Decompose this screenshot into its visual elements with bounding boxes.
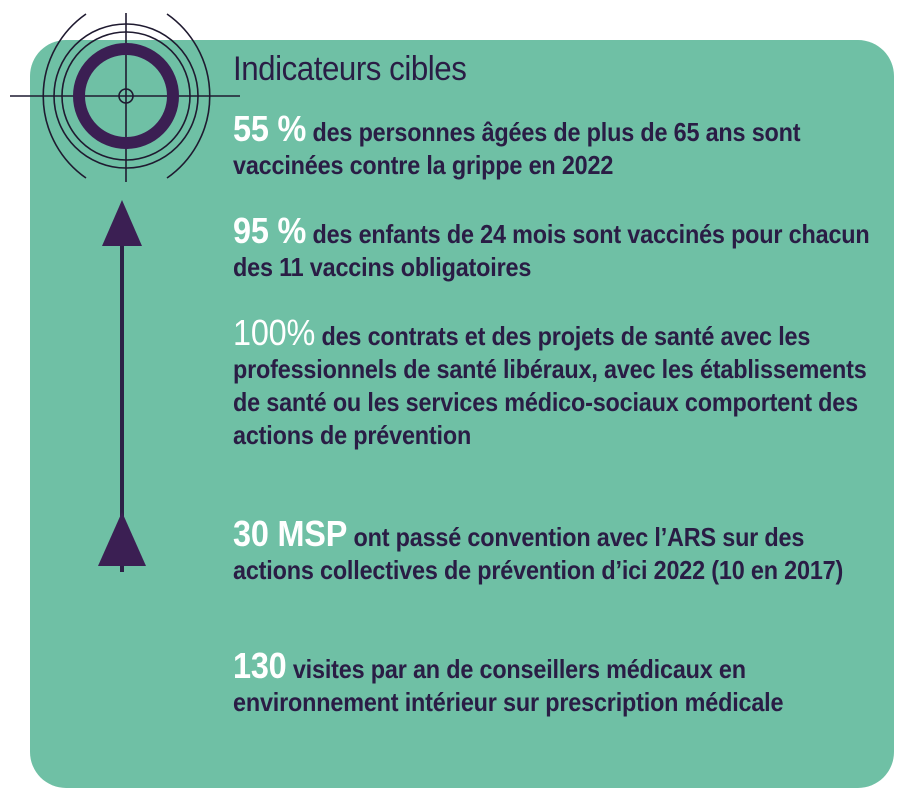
- indicator-text: des enfants de 24 mois sont vaccinés pou…: [233, 219, 870, 282]
- indicator-value: 130: [233, 645, 287, 686]
- indicator-text: des contrats et des projets de santé ave…: [233, 321, 867, 450]
- indicator-text: ont passé convention avec l’ARS sur des …: [233, 522, 844, 585]
- page-title: Indicateurs cibles: [233, 50, 467, 88]
- indicators-panel: [30, 40, 894, 788]
- indicator-value: 95 %: [233, 210, 307, 251]
- indicator-value: 30 MSP: [233, 513, 348, 554]
- indicator-msp-convention: 30 MSP ont passé convention avec l’ARS s…: [233, 516, 873, 587]
- indicator-visites-conseillers: 130 visites par an de conseillers médica…: [233, 648, 873, 719]
- indicator-value: 55 %: [233, 108, 307, 149]
- double-arrow-vertical-icon: [98, 200, 146, 572]
- indicator-vaccination-enfants: 95 % des enfants de 24 mois sont vacciné…: [233, 213, 873, 284]
- indicator-text: des personnes âgées de plus de 65 ans so…: [233, 117, 801, 180]
- target-crosshair-icon: [10, 13, 240, 182]
- indicator-value: 100%: [233, 312, 316, 353]
- indicator-vaccination-grippe: 55 % des personnes âgées de plus de 65 a…: [233, 111, 873, 182]
- indicator-text: visites par an de conseillers médicaux e…: [233, 654, 784, 717]
- indicator-contrats-prevention: 100% des contrats et des projets de sant…: [233, 315, 873, 452]
